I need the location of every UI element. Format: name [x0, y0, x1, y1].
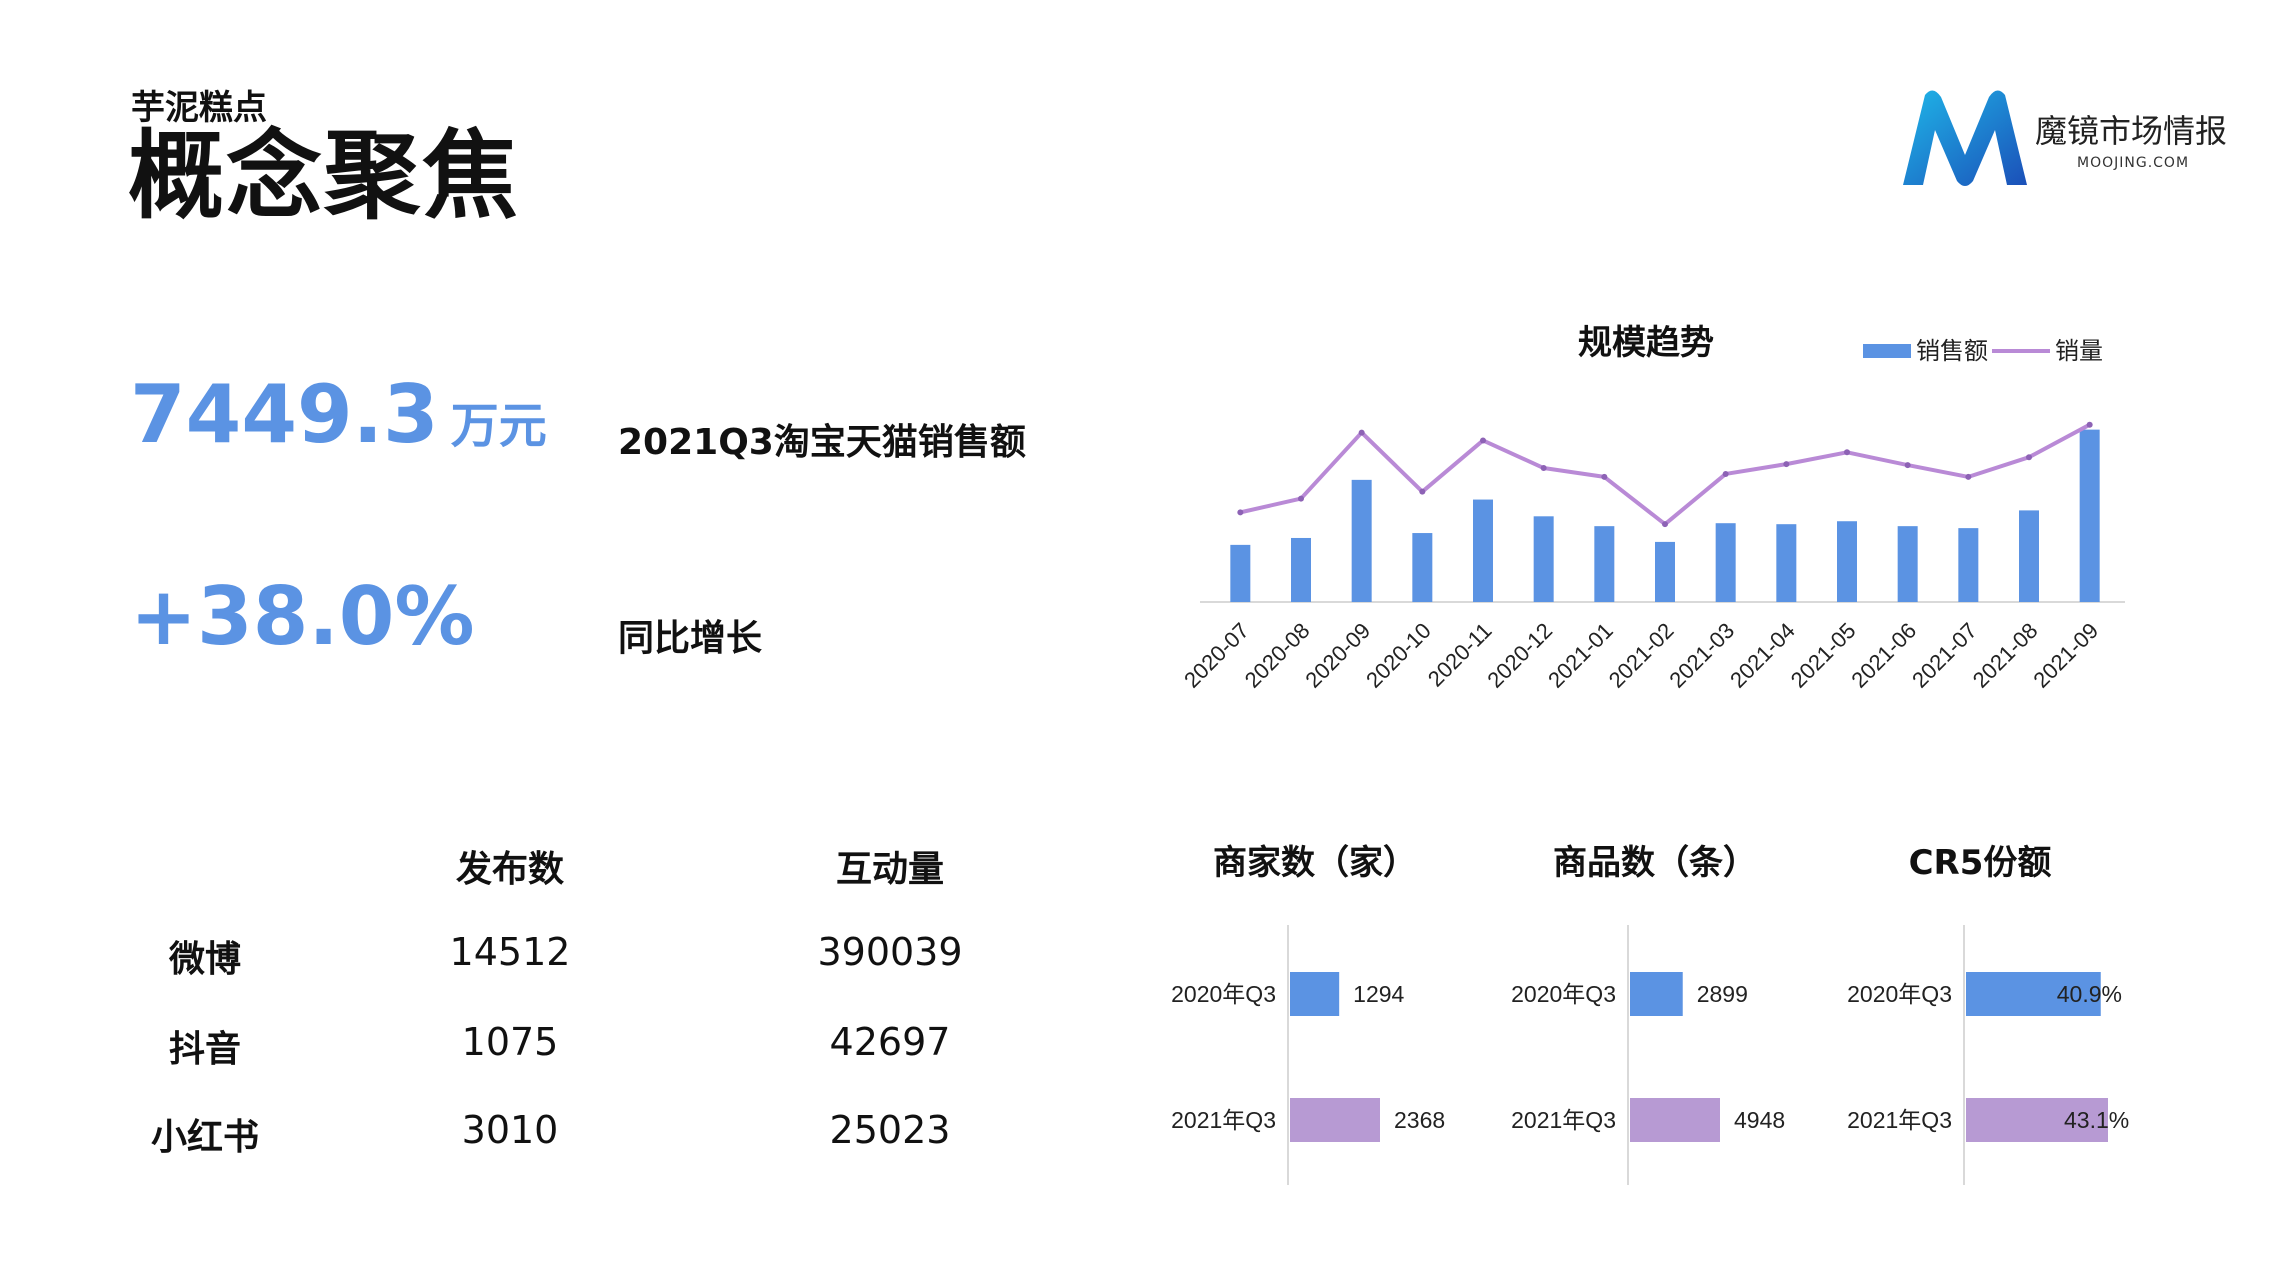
x-tick-label: 2021-04: [1725, 618, 1800, 693]
table-cell-interactions: 25023: [829, 1108, 951, 1152]
x-tick-label: 2020-12: [1482, 618, 1557, 693]
x-tick-label: 2020-10: [1361, 618, 1436, 693]
moojing-logo-icon: [1903, 90, 2027, 186]
bar-sales: [1230, 544, 1251, 602]
cr5-bar-chart: 2020年Q3 40.9% 2021年Q3 43.1%: [1847, 925, 2129, 1185]
data-label: 4948: [1734, 1107, 1785, 1133]
growth-label: 同比增长: [618, 618, 763, 659]
data-label: 2899: [1697, 981, 1748, 1007]
bar-sales: [1291, 537, 1311, 602]
bar: [1630, 1098, 1720, 1142]
category-label: 2021年Q3: [1511, 1107, 1616, 1133]
bar-sales: [2019, 510, 2039, 602]
x-tick-label: 2021-06: [1846, 618, 1921, 693]
table-cell-posts: 1075: [461, 1020, 559, 1064]
point-volume: [2086, 421, 2093, 428]
bar: [1290, 1098, 1380, 1142]
bar-sales: [1776, 524, 1797, 602]
point-volume: [2026, 454, 2032, 461]
category-label: 2020年Q3: [1171, 981, 1276, 1007]
page-title: 概念聚焦: [128, 120, 520, 232]
point-volume: [1601, 473, 1608, 480]
x-tick-label: 2021-05: [1786, 618, 1861, 693]
cr5-chart-title: CR5份额: [1908, 843, 2052, 883]
logo-name: 魔镜市场情报: [2035, 112, 2228, 150]
chart-title: 规模趋势: [1578, 324, 1714, 362]
x-tick-label: 2021-08: [1968, 618, 2043, 693]
table-cell-interactions: 390039: [817, 930, 963, 974]
category-label: 2021年Q3: [1847, 1107, 1952, 1133]
bar-sales: [1412, 533, 1433, 602]
bar-sales: [2079, 429, 2100, 602]
products-chart-title: 商品数（条）: [1553, 843, 1757, 883]
point-volume: [1540, 465, 1547, 472]
x-tick-label: 2020-07: [1179, 618, 1254, 693]
x-tick-label: 2021-02: [1604, 618, 1679, 693]
row-label-weibo: 微博: [168, 939, 241, 980]
bar-sales: [1533, 516, 1554, 602]
category-label: 2020年Q3: [1847, 981, 1952, 1007]
legend-label-sales: 销售额: [1916, 338, 1988, 365]
data-label: 40.9%: [2057, 981, 2122, 1007]
point-volume: [1358, 429, 1365, 436]
row-label-douyin: 抖音: [168, 1029, 241, 1070]
point-volume: [1419, 488, 1426, 495]
x-tick-label: 2020-09: [1300, 618, 1375, 693]
data-label: 43.1%: [2064, 1107, 2129, 1133]
legend-swatch-sales: [1863, 344, 1911, 358]
sales-value: 7449.3: [130, 368, 439, 461]
merchants-bar-chart: 2020年Q3 1294 2021年Q3 2368: [1171, 925, 1445, 1185]
bar: [1966, 972, 2101, 1016]
sales-label: 2021Q3淘宝天猫销售额: [618, 422, 1026, 463]
products-bar-chart: 2020年Q3 2899 2021年Q3 4948: [1511, 925, 1785, 1185]
page-subtitle: 芋泥糕点: [131, 88, 267, 128]
bar-sales: [1715, 523, 1736, 602]
growth-value: +38.0%: [130, 570, 475, 663]
x-tick-label: 2020-08: [1240, 618, 1315, 693]
column-header-interactions: 互动量: [835, 849, 944, 890]
column-header-posts: 发布数: [455, 849, 564, 890]
point-volume: [1237, 509, 1244, 516]
bar: [1630, 972, 1683, 1016]
point-volume: [1844, 449, 1850, 456]
data-label: 2368: [1394, 1107, 1445, 1133]
bar-sales: [1958, 528, 1979, 602]
sales-unit: 万元: [450, 398, 547, 454]
bar-sales: [1837, 521, 1857, 602]
bar-sales: [1594, 526, 1615, 602]
bar-sales: [1655, 541, 1675, 602]
sales-kpi: 7449.3 万元: [130, 368, 547, 461]
row-label-xiaohongshu: 小红书: [150, 1117, 259, 1158]
point-volume: [1480, 437, 1486, 444]
bar-sales: [1897, 526, 1918, 602]
trend-chart: 规模趋势 销售额 销量 2020-072020-082020-092020-10…: [1179, 324, 2125, 693]
logo-domain: MOOJING.COM: [2077, 155, 2190, 171]
table-cell-posts: 3010: [461, 1108, 559, 1152]
merchants-chart-title: 商家数（家）: [1213, 843, 1417, 883]
data-label: 1294: [1353, 981, 1404, 1007]
point-volume: [1965, 473, 1972, 480]
point-volume: [1904, 462, 1911, 469]
point-volume: [1298, 495, 1304, 502]
bar-sales: [1351, 479, 1372, 602]
x-tick-label: 2021-09: [2028, 618, 2103, 693]
legend-label-volume: 销量: [2055, 338, 2103, 365]
table-cell-interactions: 42697: [829, 1020, 951, 1064]
x-tick-label: 2021-07: [1907, 618, 1982, 693]
bar-sales: [1473, 499, 1493, 602]
category-label: 2021年Q3: [1171, 1107, 1276, 1133]
table-cell-posts: 14512: [449, 930, 571, 974]
bar: [1966, 1098, 2108, 1142]
point-volume: [1662, 521, 1668, 528]
x-tick-label: 2021-03: [1664, 618, 1739, 693]
category-label: 2020年Q3: [1511, 981, 1616, 1007]
x-tick-label: 2021-01: [1543, 618, 1618, 693]
bar: [1290, 972, 1340, 1016]
x-tick-label: 2020-11: [1423, 618, 1497, 692]
point-volume: [1783, 461, 1790, 468]
point-volume: [1722, 470, 1729, 477]
